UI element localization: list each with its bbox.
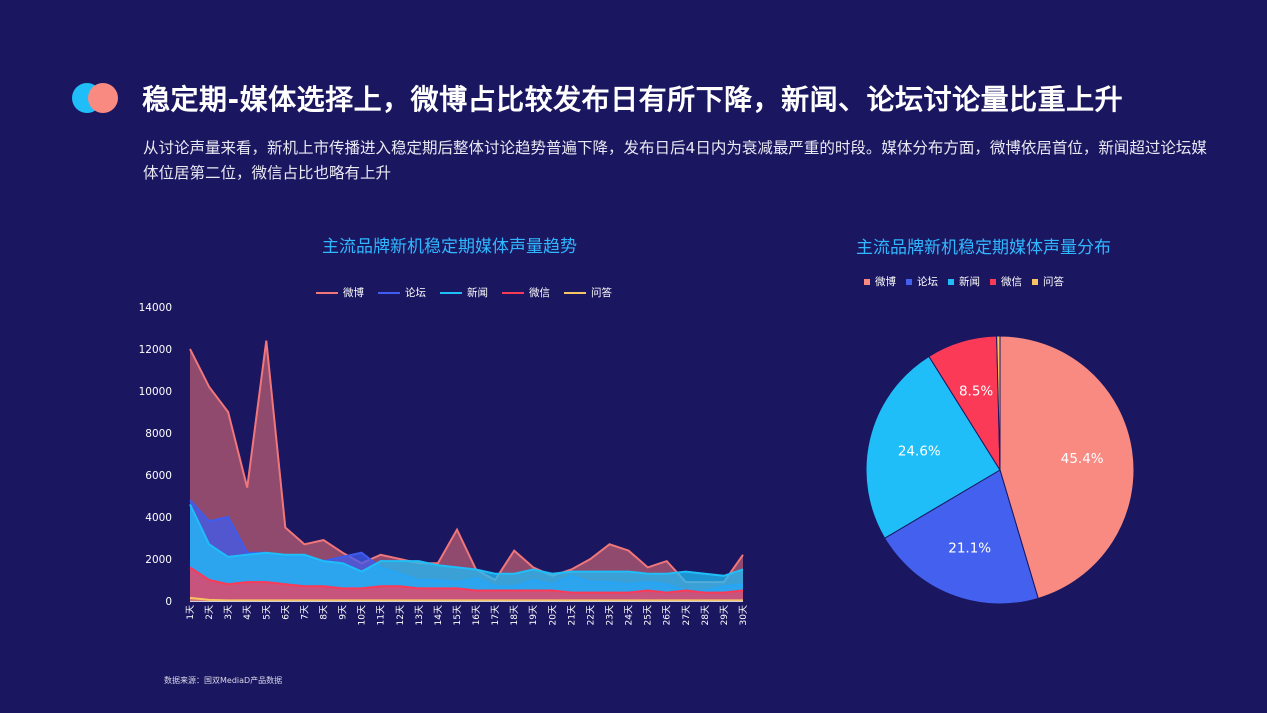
- legend-item[interactable]: 问答: [1032, 274, 1064, 289]
- x-tick-label: 5天: [262, 605, 272, 620]
- x-tick-label: 17天: [491, 605, 501, 625]
- x-tick-label: 24天: [625, 605, 635, 625]
- legend-item[interactable]: 微信: [502, 285, 550, 300]
- legend-square-swatch: [864, 278, 870, 285]
- legend-item[interactable]: 微博: [316, 285, 364, 300]
- legend-item[interactable]: 新闻: [440, 285, 488, 300]
- x-tick-label: 25天: [644, 605, 654, 625]
- x-tick-label: 4天: [243, 605, 253, 620]
- x-tick-label: 11天: [377, 605, 387, 625]
- legend-label: 微信: [529, 287, 550, 299]
- x-tick-label: 15天: [453, 605, 463, 625]
- legend-item[interactable]: 问答: [564, 285, 612, 300]
- x-tick-label: 6天: [281, 605, 291, 620]
- pie-chart-title: 主流品牌新机稳定期媒体声量分布: [856, 238, 1111, 258]
- y-tick-label: 14000: [139, 302, 172, 314]
- y-tick-label: 6000: [145, 470, 172, 482]
- page-description: 从讨论声量来看，新机上市传播进入稳定期后整体讨论趋势普遍下降，发布日后4日内为衰…: [143, 139, 1207, 182]
- pie-slice-label: 8.5%: [959, 383, 993, 399]
- legend-square-swatch: [948, 278, 954, 285]
- x-tick-label: 26天: [663, 605, 673, 625]
- y-tick-label: 4000: [145, 512, 172, 524]
- legend-square-swatch: [906, 278, 912, 285]
- legend-line-swatch: [378, 291, 400, 294]
- series-line-1: [189, 340, 744, 584]
- legend-label: 论坛: [405, 287, 426, 299]
- legend-item[interactable]: 微博: [864, 274, 896, 289]
- legend-item[interactable]: 论坛: [378, 285, 426, 300]
- legend-square-swatch: [1032, 278, 1038, 285]
- x-tick-label: 28天: [701, 605, 711, 625]
- x-tick-label: 27天: [682, 605, 692, 625]
- y-tick-label: 12000: [139, 344, 172, 356]
- x-tick-label: 9天: [339, 605, 349, 620]
- x-tick-label: 3天: [224, 605, 234, 620]
- x-tick-label: 21天: [567, 605, 577, 625]
- legend-label: 新闻: [959, 276, 980, 288]
- pie-slice-1: [999, 335, 1135, 600]
- page-title: 稳定期-媒体选择上，微博占比较发布日有所下降，新闻、论坛讨论量比重上升: [142, 83, 1124, 116]
- x-tick-label: 10天: [358, 605, 368, 625]
- x-tick-label: 16天: [472, 605, 482, 625]
- x-tick-label: 12天: [396, 605, 406, 625]
- y-tick-label: 10000: [139, 386, 172, 398]
- section-logo-icon: [72, 83, 118, 113]
- legend-label: 微信: [1001, 276, 1022, 288]
- x-tick-label: 8天: [320, 605, 330, 620]
- x-tick-label: 18天: [510, 605, 520, 625]
- series-line-4: [189, 566, 744, 594]
- y-tick-label: 8000: [145, 428, 172, 440]
- line-chart-title: 主流品牌新机稳定期媒体声量趋势: [322, 237, 577, 257]
- series-area-3: [190, 504, 743, 601]
- series-line-3: [189, 503, 744, 577]
- legend-label: 微博: [343, 287, 364, 299]
- legend-square-swatch: [990, 278, 996, 285]
- legend-label: 问答: [1043, 276, 1064, 288]
- legend-item[interactable]: 微信: [990, 274, 1022, 289]
- pie-slice-label: 24.6%: [898, 443, 941, 459]
- y-tick-label: 0: [165, 596, 172, 608]
- pie-slice-3: [865, 355, 1001, 539]
- x-tick-label: 19天: [529, 605, 539, 625]
- x-tick-label: 14天: [434, 605, 444, 625]
- legend-line-swatch: [316, 291, 338, 294]
- data-source: 数据来源：国双MediaD产品数据: [164, 676, 283, 685]
- series-line-5: [189, 596, 743, 602]
- pie-slice-label: 45.4%: [1061, 451, 1104, 467]
- x-tick-label: 2天: [205, 605, 215, 620]
- x-tick-label: 13天: [415, 605, 425, 625]
- legend-item[interactable]: 新闻: [948, 274, 980, 289]
- legend-label: 新闻: [467, 287, 488, 299]
- legend-label: 论坛: [917, 276, 938, 288]
- y-tick-label: 2000: [145, 554, 172, 566]
- x-tick-label: 20天: [548, 605, 558, 625]
- pie-slice-label: 21.1%: [948, 540, 991, 556]
- x-tick-label: 23天: [606, 605, 616, 625]
- x-tick-label: 30天: [739, 605, 749, 625]
- x-tick-label: 29天: [720, 605, 730, 625]
- legend-label: 问答: [591, 287, 612, 299]
- legend-label: 微博: [875, 276, 896, 288]
- line-chart: 0 2000 4000 6000 8000 10000 12000 14000 1天 2天 3天 4天…: [139, 302, 749, 625]
- line-chart-legend: 微博 论坛 新闻 微信 问答: [316, 285, 612, 300]
- coral-circle-icon: [88, 83, 118, 113]
- pie-chart-legend: 微博 论坛 新闻 微信 问答: [864, 274, 1064, 289]
- x-tick-label: 1天: [186, 605, 196, 620]
- legend-line-swatch: [440, 291, 462, 294]
- legend-item[interactable]: 论坛: [906, 274, 938, 289]
- pie-slice-5: [996, 335, 1001, 471]
- x-tick-label: 7天: [300, 605, 310, 620]
- x-tick-label: 22天: [586, 605, 596, 625]
- legend-line-swatch: [502, 291, 524, 294]
- pie-slice-2: [883, 469, 1039, 605]
- legend-line-swatch: [564, 291, 586, 294]
- pie-chart: 45.4% 21.1% 24.6% 8.5%: [865, 335, 1135, 605]
